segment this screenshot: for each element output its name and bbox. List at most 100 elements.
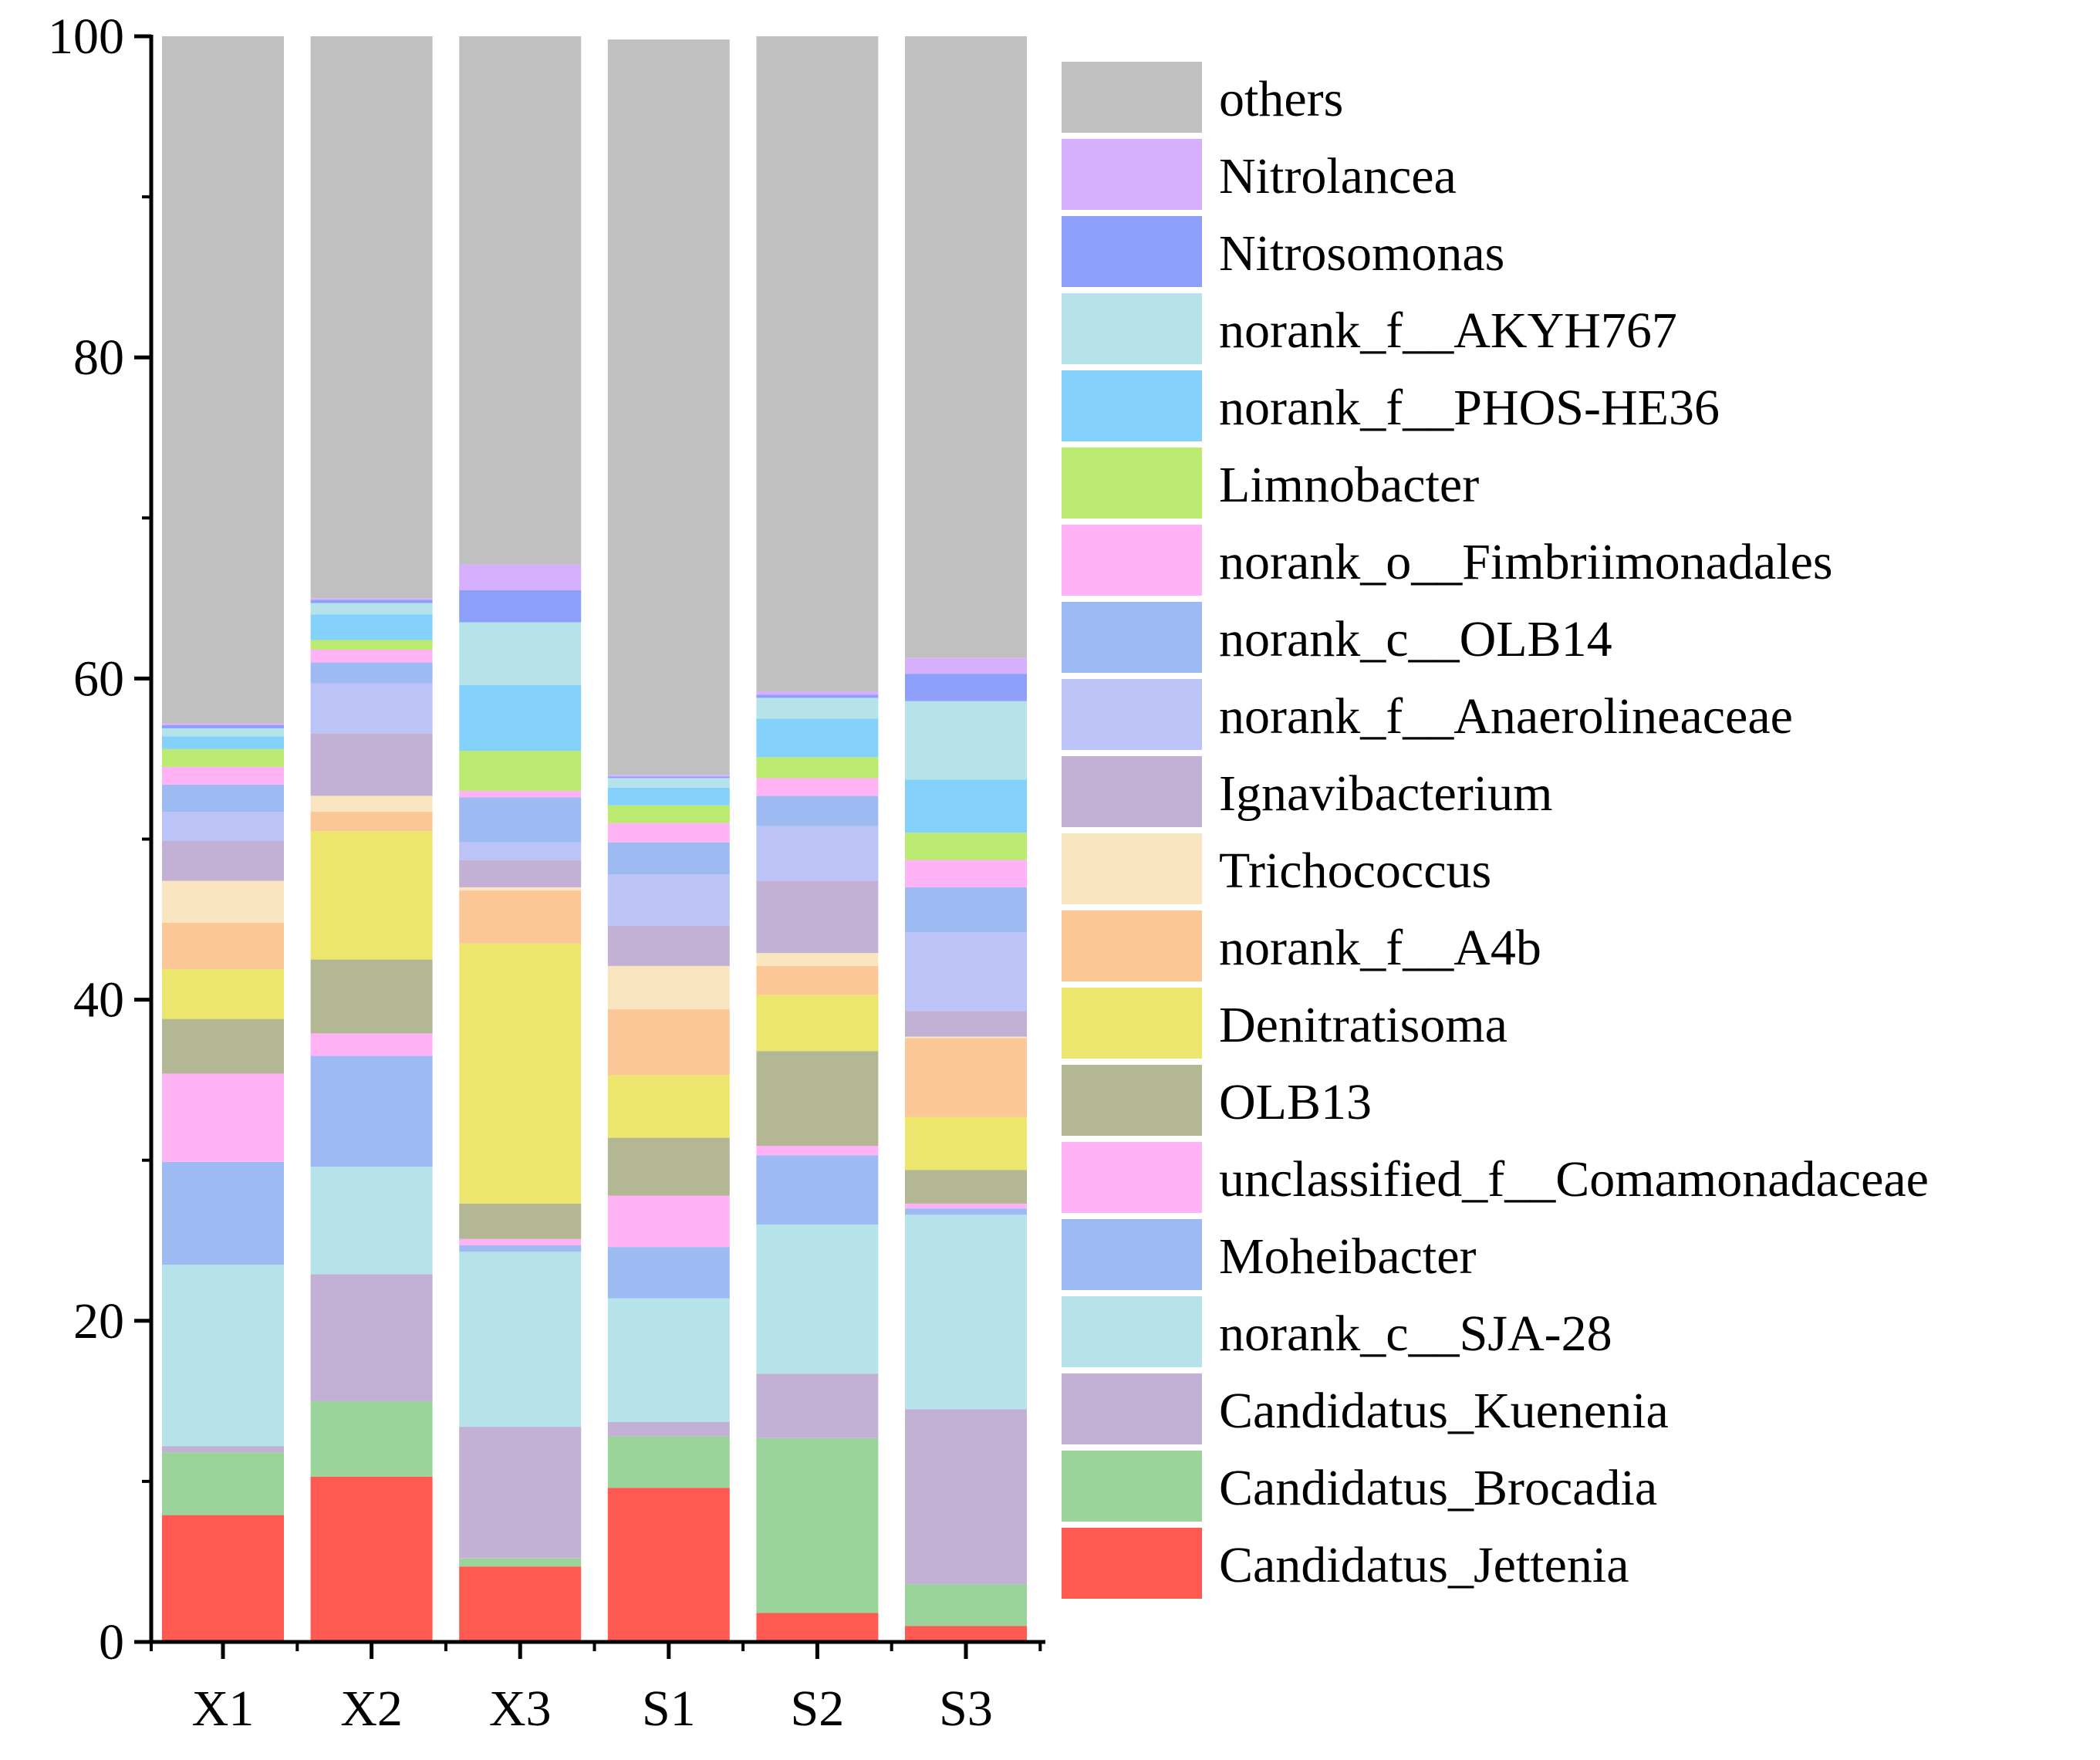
bar-segment-x2-norank-f-a4b xyxy=(310,812,433,832)
bar-segment-x1-norank-f-phos-he36 xyxy=(162,736,284,749)
bar-segment-s3-norank-f-a4b xyxy=(905,1038,1027,1117)
bar-segment-s1-norank-f-akyh767 xyxy=(607,778,730,788)
legend-swatch xyxy=(1062,1451,1202,1522)
bar-segment-s3-norank-o-fimbriimonadales xyxy=(905,860,1027,887)
bar-segment-x2-norank-f-akyh767 xyxy=(310,603,433,615)
bar-segment-x2-moheibacter xyxy=(310,1056,433,1167)
bar-segment-x3-norank-c-sja-28 xyxy=(459,1252,582,1427)
bar-segment-x2-limnobacter xyxy=(310,640,433,650)
legend-swatch xyxy=(1062,679,1202,750)
bar-segment-x3-nitrosomonas xyxy=(459,589,582,623)
bar-segment-x3-candidatus-kuenenia xyxy=(459,1427,582,1559)
bar-segment-x3-norank-f-akyh767 xyxy=(459,622,582,685)
bar-segment-s2-candidatus-jettenia xyxy=(756,1613,879,1642)
bar-segment-x3-others xyxy=(459,36,582,565)
legend-label: Denitratisoma xyxy=(1219,997,1507,1053)
bar-segment-s1-olb13 xyxy=(607,1137,730,1196)
legend-label: norank_f__A4b xyxy=(1219,920,1541,976)
bar-segment-x3-norank-f-phos-he36 xyxy=(459,684,582,751)
legend-item-candidatus-jettenia: Candidatus_Jettenia xyxy=(1062,1528,1629,1599)
bar-segment-s1-norank-f-a4b xyxy=(607,1009,730,1076)
legend-item-denitratisoma: Denitratisoma xyxy=(1062,988,1507,1059)
bar-segment-s1-norank-c-olb14 xyxy=(607,842,730,875)
legend-label: OLB13 xyxy=(1219,1074,1372,1130)
bar-segment-s3-candidatus-jettenia xyxy=(905,1626,1027,1642)
bar-segment-x2-others xyxy=(310,36,433,599)
bar-segment-x2-candidatus-brocadia xyxy=(310,1400,433,1477)
bar-segment-x2-norank-f-anaerolineaceae xyxy=(310,683,433,734)
bar-segment-s1-norank-c-sja-28 xyxy=(607,1298,730,1422)
bar-segment-x3-candidatus-brocadia xyxy=(459,1558,582,1567)
legend-label: Limnobacter xyxy=(1219,457,1479,513)
bar-segment-s1-candidatus-jettenia xyxy=(607,1488,730,1642)
bar-segment-x2-nitrolancea xyxy=(310,598,433,600)
legend-item-norank-c-sja-28: norank_c__SJA-28 xyxy=(1062,1296,1612,1367)
legend-label: norank_f__Anaerolineaceae xyxy=(1219,688,1793,745)
bar-segment-x2-norank-f-phos-he36 xyxy=(310,614,433,640)
bar-segment-x1-limnobacter xyxy=(162,749,284,767)
x-tick-label-s2: S2 xyxy=(791,1681,845,1737)
legend-label: norank_c__SJA-28 xyxy=(1219,1306,1612,1362)
bar-segment-s1-others xyxy=(607,39,730,775)
bar-segment-x2-denitratisoma xyxy=(310,831,433,960)
bar-segment-s3-trichococcus xyxy=(905,1036,1027,1039)
bar-segment-s3-norank-f-anaerolineaceae xyxy=(905,932,1027,1012)
bar-stack-s2 xyxy=(756,36,879,1642)
bar-stack-x2 xyxy=(310,36,433,1642)
legend-swatch xyxy=(1062,1373,1202,1444)
legend-item-candidatus-kuenenia: Candidatus_Kuenenia xyxy=(1062,1373,1669,1444)
y-tick-label: 0 xyxy=(99,1614,124,1670)
y-tick-label: 20 xyxy=(73,1293,124,1350)
bar-segment-x3-limnobacter xyxy=(459,751,582,791)
bar-segment-x2-ignavibacterium xyxy=(310,733,433,796)
legend-item-norank-f-a4b: norank_f__A4b xyxy=(1062,910,1541,981)
legend-swatch xyxy=(1062,62,1202,133)
legend-swatch xyxy=(1062,988,1202,1059)
bars-layer xyxy=(162,36,1027,1642)
bar-segment-s1-norank-f-anaerolineaceae xyxy=(607,874,730,926)
bar-segment-s3-denitratisoma xyxy=(905,1116,1027,1171)
bar-segment-x3-norank-f-anaerolineaceae xyxy=(459,842,582,860)
bar-segment-x2-norank-c-olb14 xyxy=(310,662,433,684)
y-tick-label: 60 xyxy=(73,650,124,707)
bar-segment-s2-limnobacter xyxy=(756,757,879,779)
x-tick-label-x1: X1 xyxy=(192,1681,255,1737)
legend-swatch xyxy=(1062,139,1202,210)
bar-segment-s1-nitrolancea xyxy=(607,775,730,777)
bar-segment-x1-moheibacter xyxy=(162,1161,284,1265)
legend-swatch xyxy=(1062,833,1202,904)
bar-segment-s2-trichococcus xyxy=(756,953,879,966)
bar-segment-s3-nitrolancea xyxy=(905,657,1027,674)
legend-swatch xyxy=(1062,602,1202,673)
bar-segment-x1-norank-f-akyh767 xyxy=(162,728,284,737)
legend-label: others xyxy=(1219,71,1343,127)
bar-segment-x3-norank-c-olb14 xyxy=(459,797,582,843)
legend-label: norank_c__OLB14 xyxy=(1219,611,1612,667)
legend-swatch xyxy=(1062,1296,1202,1367)
bar-segment-x1-candidatus-kuenenia xyxy=(162,1446,284,1453)
bar-segment-x2-norank-c-sja-28 xyxy=(310,1167,433,1275)
legend-item-norank-f-akyh767: norank_f__AKYH767 xyxy=(1062,293,1677,364)
legend-item-norank-f-phos-he36: norank_f__PHOS-HE36 xyxy=(1062,370,1720,441)
bar-segment-s1-candidatus-brocadia xyxy=(607,1436,730,1488)
bar-segment-x1-candidatus-brocadia xyxy=(162,1452,284,1515)
bar-segment-x3-norank-f-a4b xyxy=(459,890,582,944)
bar-segment-x1-trichococcus xyxy=(162,880,284,923)
legend-swatch xyxy=(1062,525,1202,596)
bar-segment-s2-candidatus-kuenenia xyxy=(756,1373,879,1438)
bar-stack-s1 xyxy=(607,39,730,1642)
bar-segment-x1-norank-f-anaerolineaceae xyxy=(162,812,284,841)
bar-segment-s2-olb13 xyxy=(756,1051,879,1146)
bar-segment-x3-olb13 xyxy=(459,1203,582,1239)
legend-item-nitrosomonas: Nitrosomonas xyxy=(1062,216,1504,287)
bar-segment-s3-norank-c-sja-28 xyxy=(905,1214,1027,1410)
bar-segment-x2-nitrosomonas xyxy=(310,600,433,603)
bar-segment-s1-unclassified-f-comamonadaceae xyxy=(607,1195,730,1248)
bar-segment-s3-unclassified-f-comamonadaceae xyxy=(905,1203,1027,1209)
bar-segment-s1-moheibacter xyxy=(607,1247,730,1299)
bar-segment-x1-olb13 xyxy=(162,1019,284,1074)
legend-label: norank_o__Fimbriimonadales xyxy=(1219,534,1833,590)
bar-segment-s2-norank-c-olb14 xyxy=(756,796,879,826)
bar-stack-x1 xyxy=(162,36,284,1642)
